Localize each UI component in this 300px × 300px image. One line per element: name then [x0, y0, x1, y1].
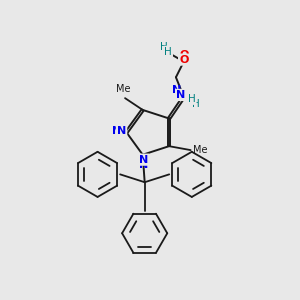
Text: N: N	[139, 154, 148, 165]
Text: N: N	[112, 126, 122, 136]
Text: Me: Me	[193, 145, 207, 155]
Text: N: N	[139, 160, 148, 170]
Text: N: N	[172, 85, 181, 95]
Text: H: H	[188, 94, 196, 104]
Text: O: O	[179, 55, 188, 64]
Text: Me: Me	[116, 84, 130, 94]
Text: N: N	[176, 90, 185, 100]
Text: H: H	[160, 42, 168, 52]
Text: H: H	[192, 99, 200, 109]
Text: N: N	[117, 126, 126, 136]
Text: O: O	[179, 50, 188, 60]
Text: H: H	[164, 47, 172, 57]
